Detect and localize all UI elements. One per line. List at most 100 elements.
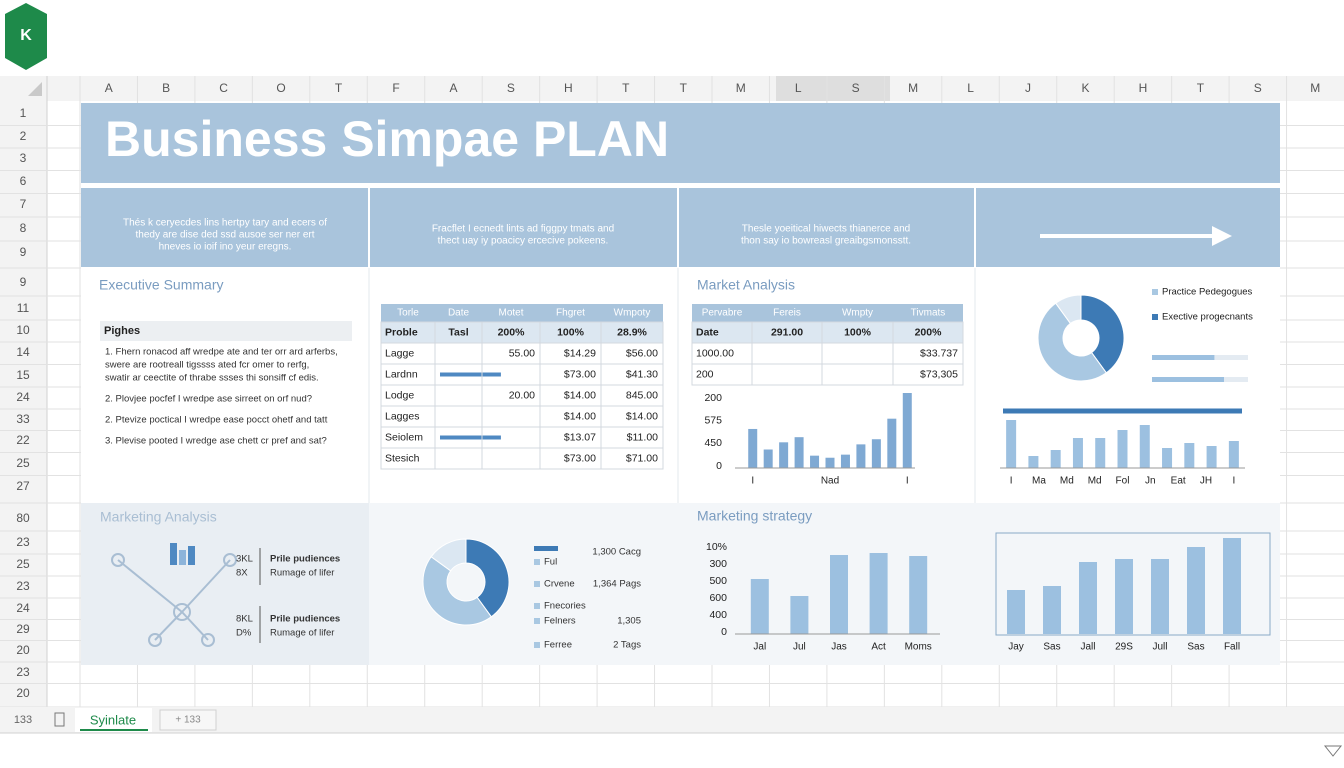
- legend-value: 1,305: [617, 616, 641, 627]
- column-selection: [776, 76, 890, 101]
- x-tick-label: Jal: [753, 642, 766, 653]
- row-header-bar: [0, 101, 47, 707]
- row-header: 33: [16, 412, 30, 426]
- status-toggle[interactable]: [1323, 745, 1343, 757]
- stat-value: D%: [236, 628, 252, 639]
- legend-label: Ful: [544, 557, 557, 568]
- banner-text: thedy are dise ded ssd ausoe ser ner ert: [136, 230, 315, 241]
- progress-bar: [1152, 377, 1224, 382]
- x-tick-label: Sas: [1187, 642, 1204, 653]
- table-cell: Seiolem: [385, 431, 423, 443]
- legend-label: Exective progecnants: [1162, 312, 1253, 323]
- summary-item: 2. Ptevize poctical I wredpe ease pocct …: [105, 415, 328, 426]
- legend-swatch: [534, 559, 540, 565]
- bar: [840, 454, 850, 468]
- app-logo[interactable]: [5, 3, 47, 70]
- bar: [825, 457, 835, 468]
- banner-text: Thesle yoeitical hiwects thianerce and: [742, 224, 910, 235]
- donut-segment: [1080, 294, 1125, 374]
- legend-value: 1,300 Cacg: [592, 547, 641, 558]
- x-tick-label: 29S: [1115, 642, 1133, 653]
- section-heading: Executive Summary: [99, 277, 223, 293]
- row-header: 27: [16, 479, 30, 493]
- row-header: 24: [16, 601, 30, 615]
- table-cell: 291.00: [771, 326, 803, 338]
- table-header-cell: Torle: [397, 308, 419, 319]
- column-header: J: [1025, 81, 1031, 95]
- bar: [1050, 450, 1061, 468]
- table-header-cell: Date: [448, 308, 470, 319]
- table-header-cell: Motet: [498, 308, 523, 319]
- sheet-tab-label[interactable]: Syinlate: [90, 712, 136, 727]
- column-header: F: [392, 81, 399, 95]
- row-header: 24: [16, 390, 30, 404]
- table-cell: Lagge: [385, 347, 414, 359]
- table-header-cell: Tivmats: [911, 308, 946, 319]
- bar: [1006, 420, 1017, 468]
- bar: [909, 556, 928, 634]
- diagram-icon: [170, 543, 177, 565]
- y-tick-label: 450: [704, 437, 722, 449]
- bar: [1115, 559, 1133, 634]
- bar: [763, 449, 773, 468]
- bar: [902, 393, 912, 468]
- table-cell: 100%: [557, 326, 585, 338]
- row-header: 25: [16, 557, 30, 571]
- x-tick-label: Nad: [821, 476, 839, 487]
- table-row: [380, 405, 664, 428]
- bar: [1072, 438, 1083, 468]
- column-header: M: [1310, 81, 1320, 95]
- diagram-node: [148, 633, 162, 647]
- column-header: C: [219, 81, 228, 95]
- row-header: 14: [16, 345, 30, 359]
- row-header: 22: [16, 433, 30, 447]
- row-header: 29: [16, 622, 30, 636]
- sheet-tab-active[interactable]: [75, 708, 152, 732]
- column-header: H: [1139, 81, 1148, 95]
- column-header: H: [564, 81, 573, 95]
- bar: [856, 444, 866, 468]
- table-cell: $73,305: [920, 368, 958, 380]
- row-header: 8: [20, 221, 27, 235]
- x-tick-label: Act: [871, 642, 886, 653]
- x-tick-label: Eat: [1171, 476, 1186, 487]
- bar: [830, 555, 848, 634]
- table-cell: 200%: [915, 326, 943, 338]
- table-cell: Lodge: [385, 389, 414, 401]
- legend-swatch: [534, 581, 540, 587]
- legend-label: Felners: [544, 616, 576, 627]
- x-tick-label: Md: [1060, 476, 1074, 487]
- summary-item: swere are rootreall tigssss ated fcr ome…: [105, 360, 309, 371]
- x-tick-label: Fall: [1224, 642, 1240, 653]
- bar: [1151, 559, 1169, 634]
- legend-label: Practice Pedegogues: [1162, 287, 1253, 298]
- select-all[interactable]: [28, 82, 42, 96]
- banner-text: hneves io ioif ino yeur eregns.: [159, 242, 292, 253]
- banner-text: thon say io bowreasl greaibgsmonsstt.: [741, 236, 911, 247]
- diagram-node: [223, 553, 237, 567]
- row-header: 20: [16, 686, 30, 700]
- stat-value: 3KL: [236, 554, 253, 565]
- section-heading: Marketing Analysis: [100, 509, 217, 525]
- column-header: M: [908, 81, 918, 95]
- table-cell: Date: [696, 326, 719, 338]
- diagram: [111, 553, 237, 647]
- table-cell: Proble: [385, 326, 418, 338]
- chart-frame: [995, 532, 1271, 636]
- legend-marker: [534, 546, 558, 551]
- legend-swatch: [534, 642, 540, 648]
- table-cell: 1000.00: [696, 347, 734, 359]
- column-header: L: [795, 81, 802, 95]
- y-tick-label: 300: [709, 558, 727, 570]
- stat-value: 8KL: [236, 614, 253, 625]
- diagram-node: [201, 633, 215, 647]
- add-sheet[interactable]: + 133: [175, 715, 201, 726]
- y-tick-label: 500: [709, 575, 727, 587]
- table-header: [381, 304, 663, 322]
- tab-icon[interactable]: [54, 712, 65, 727]
- table-cell: $14.00: [564, 389, 596, 401]
- sheet-tab[interactable]: [159, 709, 217, 731]
- table-cell: Lagges: [385, 410, 419, 422]
